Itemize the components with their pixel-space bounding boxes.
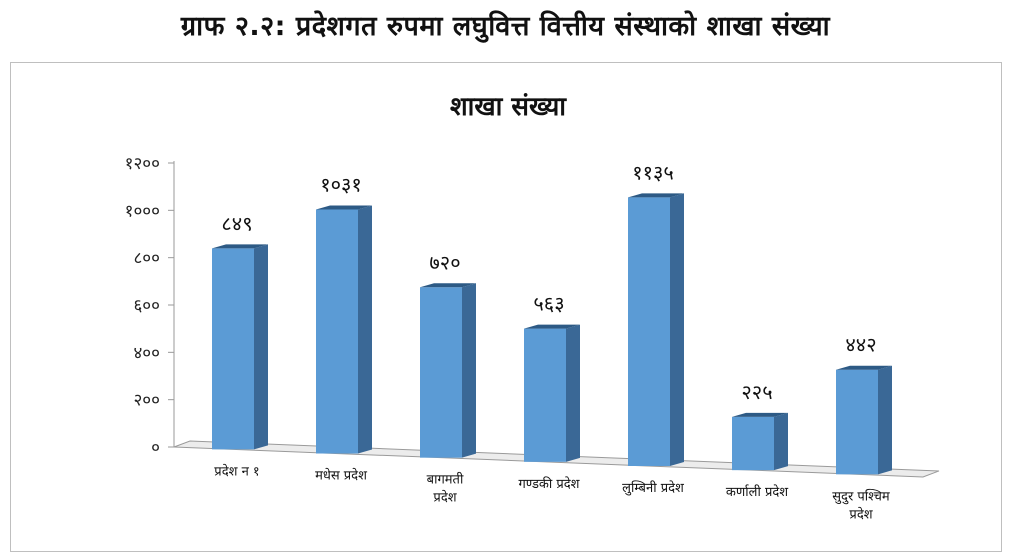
- y-tick-label: ६००: [133, 296, 160, 316]
- data-label: ११३५: [632, 160, 674, 184]
- bar-group: २२५: [732, 380, 788, 471]
- bar-top: [628, 193, 684, 198]
- bar-side: [358, 205, 372, 454]
- bar-top: [420, 283, 476, 288]
- page-title: ग्राफ २.२: प्रदेशगत रुपमा लघुवित्त वित्त…: [180, 11, 831, 42]
- category-label: प्रदेश न १: [214, 463, 259, 479]
- bar: [212, 248, 254, 450]
- bar-side: [254, 244, 268, 450]
- data-label: ५६३: [533, 292, 564, 316]
- bar-side: [670, 193, 684, 466]
- bar: [836, 369, 878, 475]
- category-label: गण्डकी प्रदेश: [518, 476, 580, 492]
- data-label: ७२०: [429, 250, 460, 274]
- bar-side: [462, 283, 476, 458]
- bar-group: ८४९: [212, 211, 268, 450]
- category-label: प्रदेश: [433, 490, 457, 506]
- bar-top: [316, 205, 372, 210]
- category-label: प्रदेश: [849, 506, 873, 522]
- bar-side: [566, 324, 580, 462]
- y-tick-label: ४००: [133, 343, 160, 363]
- y-tick-label: १०००: [125, 201, 160, 221]
- category-label: मधेस प्रदेश: [315, 468, 368, 484]
- bar: [732, 416, 774, 471]
- bar-group: ७२०: [420, 250, 476, 458]
- y-tick-label: १२००: [125, 154, 160, 174]
- category-label: लुम्बिनी प्रदेश: [622, 480, 685, 496]
- y-tick-label: २००: [133, 391, 160, 411]
- data-label: १०३१: [320, 173, 362, 197]
- y-tick-label: ८००: [133, 249, 160, 269]
- bar: [316, 209, 358, 454]
- bar-top: [212, 244, 268, 249]
- bar-group: ४४२: [836, 333, 892, 475]
- category-label: सुदुर पश्चिम: [832, 488, 890, 504]
- bar-group: १०३१: [316, 173, 372, 454]
- category-label: बागमती: [427, 472, 464, 488]
- category-label: कर्णाली प्रदेश: [726, 484, 789, 500]
- chart-frame: शाखा संख्या ० २०० ४०० ६०० ८०० १००० १२०० ८४९ १०३…: [10, 62, 1002, 552]
- y-axis: ० २०० ४०० ६०० ८०० १००० १२००: [125, 154, 175, 458]
- bar: [628, 197, 670, 466]
- bar: [420, 287, 462, 458]
- bar-top: [836, 365, 892, 370]
- y-tick-label: ०: [151, 438, 160, 458]
- bar-side: [774, 412, 788, 471]
- category-labels: प्रदेश न १ मधेस प्रदेश बागमती प्रदेश गण्डकी …: [214, 463, 890, 522]
- bars: ८४९ १०३१ ७२० ५६३ ११३५ २२५ ४४२: [212, 160, 892, 475]
- data-label: ८४९: [221, 211, 252, 235]
- bar-top: [732, 412, 788, 417]
- data-label: ४४२: [845, 333, 876, 357]
- bar: [524, 328, 566, 462]
- bar-group: ११३५: [628, 160, 684, 466]
- bar-top: [524, 324, 580, 329]
- bar-side: [878, 365, 892, 475]
- bar-chart: शाखा संख्या ० २०० ४०० ६०० ८०० १००० १२०० ८४९ १०३…: [125, 92, 940, 522]
- bar-group: ५६३: [524, 292, 580, 462]
- data-label: २२५: [741, 380, 772, 404]
- chart-title: शाखा संख्या: [450, 92, 567, 122]
